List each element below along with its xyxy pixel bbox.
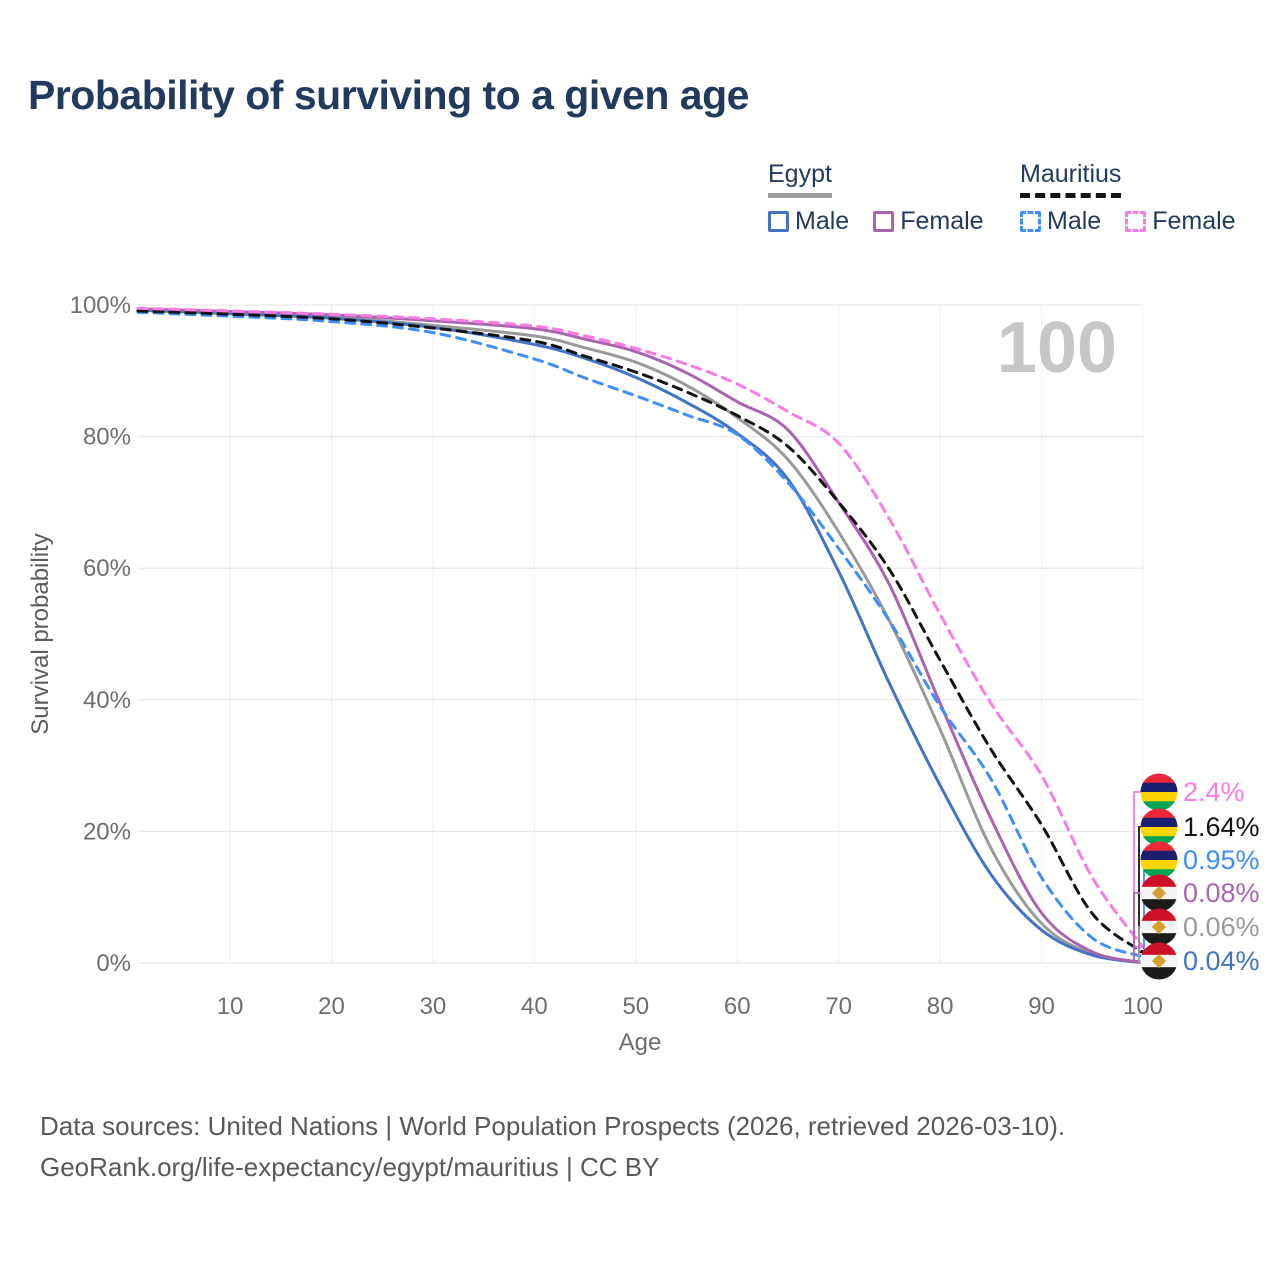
y-tick-label-80: 80%: [83, 424, 131, 451]
end-label-egypt-female: 0.08%: [1183, 878, 1260, 908]
legend-label: Female: [900, 207, 984, 235]
x-tick-label-40: 40: [521, 993, 548, 1020]
y-axis-title: Survival probability: [27, 533, 54, 734]
legend-item-mauritius-female[interactable]: Female: [1125, 207, 1236, 236]
x-tick-label-20: 20: [318, 993, 345, 1020]
y-tick-label-100: 100%: [70, 292, 131, 319]
x-tick-label-80: 80: [927, 993, 954, 1020]
series-line-egypt-female: [136, 307, 1145, 964]
series-line-egypt-male: [136, 308, 1145, 965]
legend-item-egypt-male[interactable]: Male: [768, 207, 849, 236]
end-label-mauritius-male: 0.95%: [1183, 845, 1260, 875]
footer: Data sources: United Nations | World Pop…: [40, 1106, 1065, 1188]
leader-line-1: [1138, 826, 1143, 954]
flag-mauritius-icon: [1140, 841, 1178, 879]
legend-item-mauritius-male[interactable]: Male: [1020, 207, 1101, 236]
series-line-mauritius-male: [136, 310, 1145, 959]
legend-country-egypt: Egypt: [768, 160, 832, 198]
footer-link: GeoRank.org/life-expectancy/egypt/maurit…: [40, 1152, 660, 1182]
x-tick-label-60: 60: [724, 993, 751, 1020]
x-tick-label-50: 50: [622, 993, 649, 1020]
series-line-mauritius: [136, 309, 1145, 954]
gridlines: [138, 304, 1144, 964]
watermark-100: 100: [997, 308, 1117, 388]
flag-mauritius-icon: [1140, 773, 1178, 811]
x-tick-label-10: 10: [217, 993, 244, 1020]
flag-egypt-icon: [1140, 908, 1178, 946]
end-label-egypt: 0.06%: [1183, 912, 1260, 942]
x-tick-label-70: 70: [825, 993, 852, 1020]
flag-mauritius-icon: [1140, 808, 1178, 846]
legend-item-egypt-female[interactable]: Female: [873, 207, 984, 236]
egypt-female-swatch-icon: [873, 211, 895, 232]
mauritius-male-swatch-icon: [1020, 211, 1041, 232]
legend-label: Female: [1152, 207, 1236, 235]
series-line-mauritius-female: [136, 306, 1145, 949]
mauritius-female-swatch-icon: [1125, 211, 1147, 232]
legend-group-egypt: Egypt Male Female: [768, 160, 984, 236]
legend-label: Male: [795, 207, 850, 235]
x-tick-label-90: 90: [1028, 993, 1055, 1020]
x-tick-label-100: 100: [1123, 993, 1163, 1020]
legend-label: Male: [1047, 207, 1102, 235]
series-line-egypt: [136, 308, 1145, 965]
end-label-egypt-male: 0.04%: [1183, 946, 1260, 976]
legend-group-mauritius: Mauritius Male Female: [1020, 160, 1236, 236]
end-labels: 2.4% 1.64%0.95%0.08% 0.06% 0.04%: [1133, 773, 1260, 980]
end-label-mauritius: 1.64%: [1183, 812, 1260, 842]
x-tick-label-30: 30: [420, 993, 447, 1020]
y-tick-label-60: 60%: [83, 555, 131, 582]
axis-labels: 10 20 30 40 50 60 70 80 90 100 0% 20% 40% 60% 80% 100%: [70, 292, 1163, 1020]
y-tick-label-40: 40%: [83, 687, 131, 714]
y-tick-label-0: 0%: [96, 950, 131, 977]
flag-egypt-icon: [1140, 874, 1178, 912]
flag-egypt-icon: [1140, 942, 1178, 980]
end-label-mauritius-female: 2.4%: [1183, 777, 1245, 807]
footer-sources: Data sources: United Nations | World Pop…: [40, 1111, 1066, 1141]
x-axis-title: Age: [619, 1029, 662, 1056]
series-lines: [136, 306, 1145, 965]
egypt-male-swatch-icon: [768, 211, 789, 232]
legend-country-mauritius: Mauritius: [1020, 160, 1122, 198]
page-title: Probability of surviving to a given age: [28, 72, 749, 118]
y-tick-label-20: 20%: [83, 818, 131, 845]
